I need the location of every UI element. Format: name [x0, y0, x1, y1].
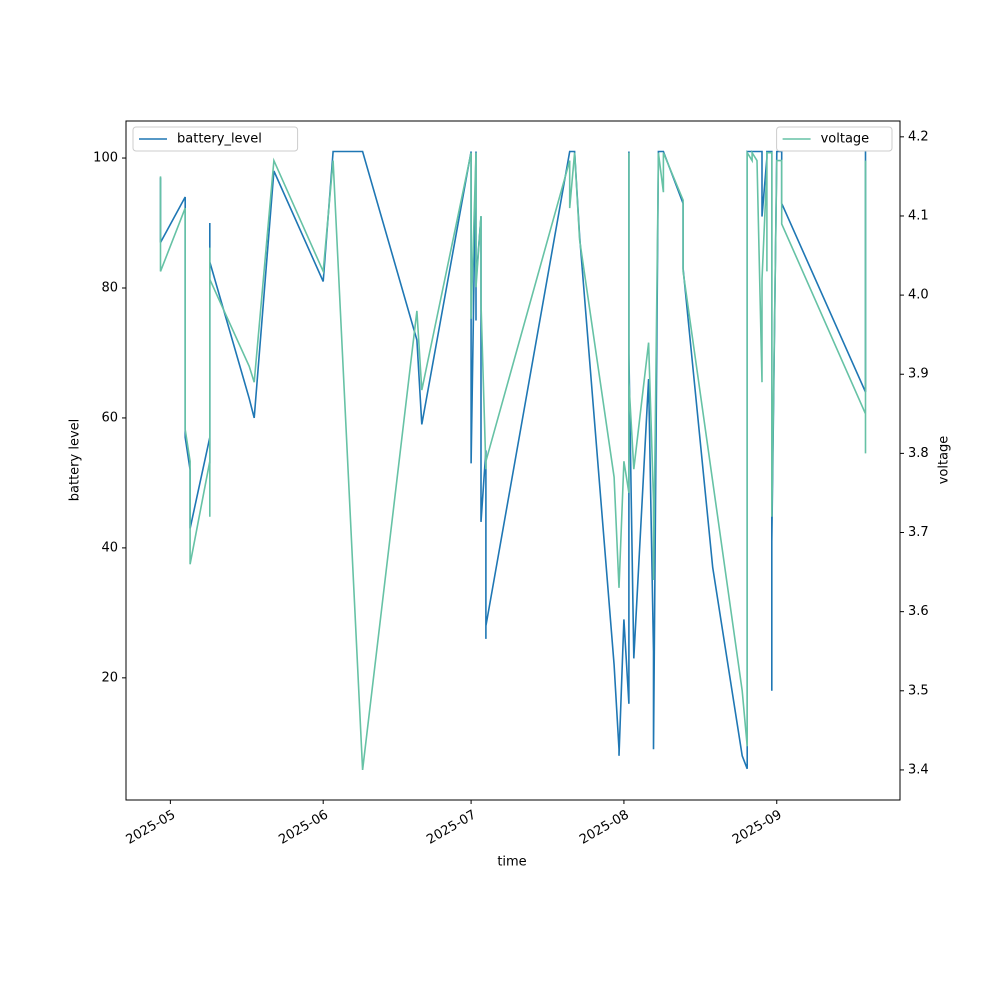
x-tick-label: 2025-06: [276, 808, 331, 848]
x-tick-label: 2025-08: [577, 808, 632, 848]
x-axis-label: time: [497, 855, 526, 870]
x-tick-label: 2025-09: [730, 808, 785, 848]
legend: battery_level: [132, 126, 299, 152]
x-tick-label: 2025-07: [424, 808, 479, 848]
plot-frame: [125, 120, 901, 801]
legend-label: battery_level: [177, 132, 262, 147]
legend-box: [776, 126, 893, 152]
y-tick-label: 20: [101, 670, 118, 685]
series-line: [159, 149, 867, 770]
x-tick-label: 2025-05: [124, 808, 179, 848]
y2-tick-label: 3.4: [908, 762, 929, 777]
y2-tick-label: 4.2: [908, 129, 929, 144]
y2-tick-label: 3.7: [908, 525, 929, 540]
y-tick-label: 80: [101, 280, 118, 295]
y-tick-label: 40: [101, 540, 118, 555]
y-axis-label: battery level: [68, 419, 83, 502]
y2-tick-label: 3.8: [908, 446, 929, 461]
y-tick-label: 100: [93, 151, 118, 166]
y2-tick-label: 3.5: [908, 683, 929, 698]
legend: voltage: [776, 126, 893, 152]
y-tick-label: 60: [101, 410, 118, 425]
y2-tick-label: 4.0: [908, 288, 929, 303]
legend-label: voltage: [821, 132, 870, 147]
legend-box: [132, 126, 299, 152]
y2-tick-label: 3.9: [908, 367, 929, 382]
y2-tick-label: 4.1: [908, 208, 929, 223]
y2-tick-label: 3.6: [908, 604, 929, 619]
y2-axis-label: voltage: [937, 436, 952, 485]
